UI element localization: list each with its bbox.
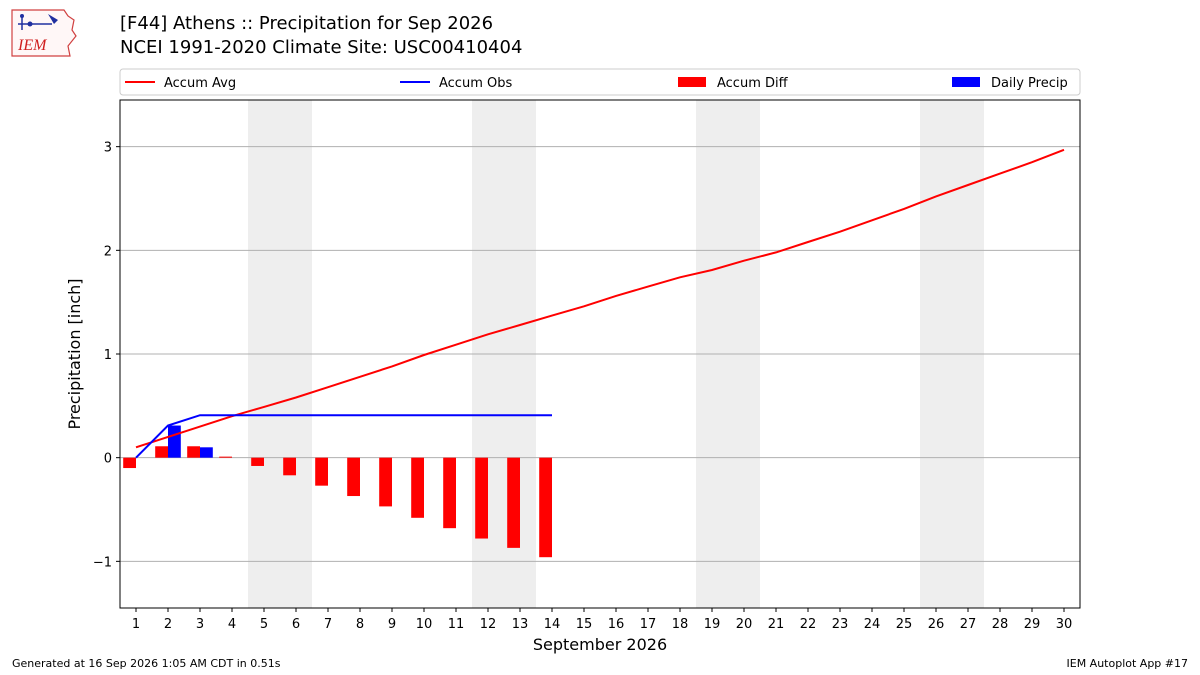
x-tick-label: 16 bbox=[608, 617, 625, 632]
accum-diff-bar bbox=[443, 457, 456, 529]
legend-accum-diff-label: Accum Diff bbox=[717, 76, 789, 91]
x-tick-label: 22 bbox=[800, 617, 817, 632]
x-tick-label: 18 bbox=[672, 617, 689, 632]
y-tick-label: 1 bbox=[104, 348, 112, 363]
accum-diff-bar bbox=[475, 457, 488, 539]
x-tick-label: 23 bbox=[832, 617, 849, 632]
x-tick-label: 17 bbox=[640, 617, 657, 632]
x-tick-label: 27 bbox=[960, 617, 977, 632]
x-tick-label: 10 bbox=[416, 617, 433, 632]
accum-diff-bar bbox=[315, 457, 328, 486]
legend-accum-avg-label: Accum Avg bbox=[164, 76, 236, 91]
x-tick-label: 11 bbox=[448, 617, 465, 632]
x-tick-label: 2 bbox=[164, 617, 172, 632]
x-tick-label: 5 bbox=[260, 617, 268, 632]
accum-diff-bar bbox=[347, 457, 360, 497]
accum-diff-bar bbox=[251, 457, 264, 466]
x-tick-label: 12 bbox=[480, 617, 497, 632]
accum-diff-bar bbox=[219, 456, 232, 458]
chart-subtitle: NCEI 1991-2020 Climate Site: USC00410404 bbox=[120, 37, 523, 58]
x-tick-label: 9 bbox=[388, 617, 396, 632]
chart-title: [F44] Athens :: Precipitation for Sep 20… bbox=[120, 13, 494, 34]
generated-timestamp: Generated at 16 Sep 2026 1:05 AM CDT in … bbox=[12, 657, 281, 670]
iem-logo: IEM bbox=[8, 6, 80, 58]
x-tick-label: 6 bbox=[292, 617, 300, 632]
x-tick-label: 3 bbox=[196, 617, 204, 632]
y-axis-label: Precipitation [inch] bbox=[65, 278, 84, 429]
x-tick-label: 7 bbox=[324, 617, 332, 632]
logo-text: IEM bbox=[17, 37, 48, 54]
x-tick-label: 15 bbox=[576, 617, 593, 632]
x-tick-label: 26 bbox=[928, 617, 945, 632]
x-tick-label: 29 bbox=[1024, 617, 1041, 632]
accum-avg-line bbox=[135, 148, 1065, 449]
y-tick-label: 0 bbox=[104, 452, 112, 467]
app-label: IEM Autoplot App #17 bbox=[1066, 657, 1189, 670]
plot-frame bbox=[119, 99, 1081, 609]
y-tick-label: 2 bbox=[104, 244, 112, 259]
accum-diff-bar bbox=[507, 457, 520, 548]
x-tick-label: 20 bbox=[736, 617, 753, 632]
accum-diff-bar bbox=[155, 446, 168, 458]
x-axis-label: September 2026 bbox=[533, 635, 667, 654]
y-tick-label: −1 bbox=[93, 555, 112, 570]
accum-diff-bar bbox=[123, 457, 136, 469]
legend-accum-diff-swatch bbox=[678, 77, 706, 87]
legend-accum-obs-label: Accum Obs bbox=[439, 76, 512, 91]
x-tick-label: 30 bbox=[1056, 617, 1073, 632]
accum-diff-bar bbox=[379, 457, 392, 507]
x-tick-label: 24 bbox=[864, 617, 881, 632]
x-tick-label: 14 bbox=[544, 617, 561, 632]
x-tick-label: 13 bbox=[512, 617, 529, 632]
daily-precip-bar bbox=[168, 425, 181, 458]
x-tick-label: 25 bbox=[896, 617, 913, 632]
accum-diff-bar bbox=[187, 446, 200, 458]
accum-diff-bar bbox=[411, 457, 424, 518]
x-tick-label: 8 bbox=[356, 617, 364, 632]
x-tick-label: 1 bbox=[132, 617, 140, 632]
legend-box bbox=[119, 68, 1081, 96]
x-tick-label: 19 bbox=[704, 617, 721, 632]
x-tick-label: 28 bbox=[992, 617, 1009, 632]
accum-diff-bar bbox=[283, 457, 296, 476]
x-tick-label: 21 bbox=[768, 617, 785, 632]
accum-obs-line bbox=[135, 414, 552, 459]
accum-diff-bar bbox=[539, 457, 552, 558]
daily-precip-bar bbox=[200, 447, 213, 458]
legend-daily-precip-label: Daily Precip bbox=[991, 76, 1068, 91]
x-tick-label: 4 bbox=[228, 617, 236, 632]
y-tick-label: 3 bbox=[104, 141, 112, 156]
legend-daily-precip-swatch bbox=[952, 77, 980, 87]
